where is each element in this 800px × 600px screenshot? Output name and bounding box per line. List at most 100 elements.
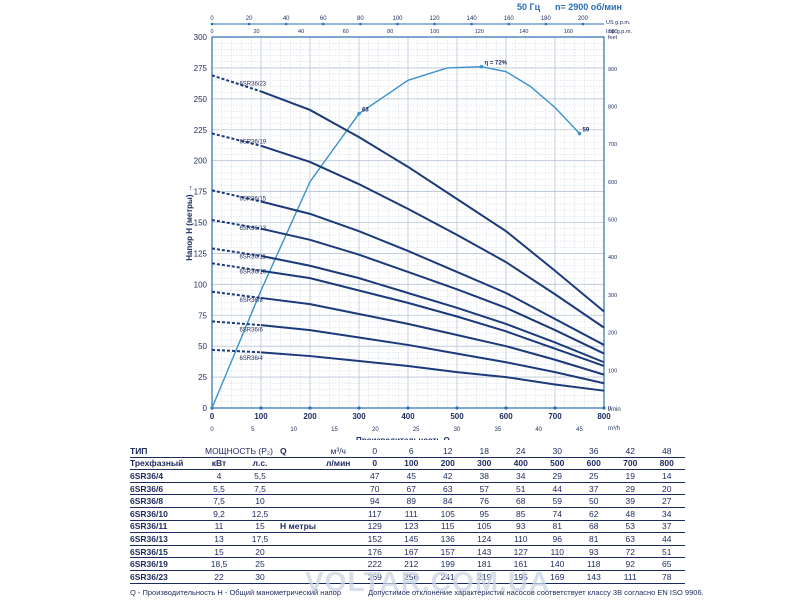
impgpm-tick-label: 40 [298,29,304,35]
table-row: 6SR36/23 22 30 269 256 241 219 195 169 143 111 78 [130,570,685,584]
head-value: 29 [612,482,649,496]
head-value: 94 [356,494,393,508]
h-label [280,507,320,521]
usgpm-tick-label: 180 [541,16,552,22]
table-row: 6SR36/13 13 17,5 152 145 136 124 110 96 81 63 44 [130,532,685,546]
power-hp: 7,5 [240,482,280,496]
h-label [280,482,320,496]
head-value: 59 [539,494,576,508]
head-value: 269 [356,570,393,584]
power-kw: 9,2 [198,507,240,521]
head-value: 53 [612,520,649,534]
head-value: 39 [612,494,649,508]
table-row: 6SR36/15 15 20 176 167 157 143 127 110 93 72 51 [130,545,685,559]
pump-type: 6SR36/8 [130,494,198,508]
head-value: 219 [466,570,503,584]
head-value: 105 [466,520,503,534]
m3h-tick-label: 0 [210,427,214,433]
curve-6SR36/4 [260,351,605,392]
power-hp: 10 [240,494,280,508]
head-value: 118 [575,557,612,571]
q-value: 30 [539,445,576,458]
m3h-tick-label: 5 [251,427,255,433]
q-value: 24 [502,445,539,458]
curve-label: 6SR36/13 [239,226,266,232]
curve-label: 6SR36/6 [239,327,263,333]
x-tick-label: 500 [450,412,464,421]
head-value: 176 [356,545,393,559]
head-value: 105 [429,507,466,521]
x-tick-label: 100 [254,412,268,421]
usgpm-tick-dot [210,22,214,26]
usgpm-tick-label: 40 [283,16,290,22]
efficiency-label: η = 72% [485,61,508,67]
head-value: 84 [429,494,466,508]
head-value: 76 [466,494,503,508]
impgpm-tick-label: 140 [519,29,528,35]
feet-unit-label: feet [608,35,618,41]
x-tick-dot [504,406,508,410]
x-tick-label: 800 [597,412,611,421]
head-value: 19 [612,469,649,483]
head-value: 20 [648,482,685,496]
curve-6SR36/8 [260,296,605,376]
usgpm-tick-dot [507,22,511,26]
curve-dashed-6SR36/10 [211,262,262,272]
impgpm-tick-label: 20 [253,29,259,35]
head-value: 51 [648,545,685,559]
head-value: 44 [648,532,685,546]
table-row: 6SR36/10 9,2 12,5 117 111 105 95 85 74 62 48 34 [130,507,685,521]
table-cell [320,494,357,508]
impgpm-unit-label: Imp g.p.m. [606,29,632,35]
q-unit-m3: м³/ч [320,445,357,458]
curve-6SR36/13 [260,227,605,355]
power-kw: 4 [198,469,240,483]
feet-tick-label: 400 [608,255,617,261]
frequency-label: 50 Гц [517,2,541,12]
m3h-tick-label: 40 [535,427,542,433]
head-value: 85 [502,507,539,521]
table-cell [320,532,357,546]
head-value: 45 [393,469,430,483]
power-kw: 18,5 [198,557,240,571]
x-tick-label: 600 [499,412,513,421]
impgpm-tick-label: 0 [210,29,213,35]
impgpm-tick-label: 160 [564,29,573,35]
x-tick-dot [406,406,410,410]
table-row: 6SR36/6 5,5 7,5 70 67 63 57 51 44 37 29 20 [130,482,685,496]
m3h-tick-label: 15 [331,427,338,433]
head-value: 136 [429,532,466,546]
usgpm-unit-label: US g.p.m. [606,20,631,26]
power-kw: 11 [198,520,240,534]
q-value: 100 [393,457,430,471]
efficiency-label: 59 [583,127,590,133]
y-tick-label: 200 [194,157,208,166]
head-value: 96 [539,532,576,546]
usgpm-tick-dot [581,22,585,26]
head-value: 89 [393,494,430,508]
head-value: 57 [466,482,503,496]
head-value: 123 [393,520,430,534]
head-value: 62 [575,507,612,521]
power-hp: 20 [240,545,280,559]
m3h-tick-label: 25 [413,427,420,433]
curve-label: 6SR36/19 [239,139,266,145]
q-value: 42 [612,445,649,458]
table-row: 6SR36/4 4 5,5 47 45 42 38 34 29 25 19 14 [130,469,685,483]
usgpm-tick-dot [284,22,288,26]
head-value: 241 [429,570,466,584]
feet-tick-label: 500 [608,218,617,224]
y-tick-label: 100 [194,280,208,289]
usgpm-tick-dot [396,22,399,26]
h-label [280,532,320,546]
usgpm-tick-label: 120 [430,16,441,22]
y-tick-label: 0 [203,404,208,413]
x-tick-label: 200 [303,412,317,421]
m3h-tick-label: 45 [576,427,583,433]
x-tick-dot [308,406,312,410]
head-value: 72 [612,545,649,559]
table-subheader-row: Трехфазный кВт л.с. л/мин 0 100 200 300 400 500 60… [130,457,685,471]
head-value: 181 [466,557,503,571]
curve-dashed-6SR36/11 [211,247,262,257]
y-tick-label: 150 [194,219,208,228]
